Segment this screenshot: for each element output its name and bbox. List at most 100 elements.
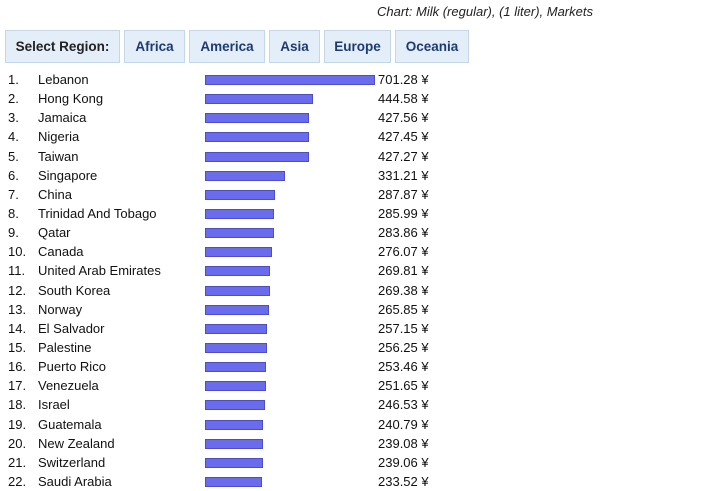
rank-label: 4.: [8, 129, 19, 145]
country-label: Saudi Arabia: [38, 473, 112, 489]
value-label: 239.08 ¥: [378, 435, 429, 451]
table-row: 11. United Arab Emirates 269.81 ¥: [0, 261, 720, 280]
country-label: Norway: [38, 301, 83, 317]
rank-label: 8.: [8, 205, 19, 221]
value-bar: [205, 381, 266, 392]
value-label: 240.79 ¥: [378, 416, 429, 432]
value-label: 283.86 ¥: [378, 225, 429, 241]
table-row: 10. Canada 276.07 ¥: [0, 242, 720, 261]
region-button-america[interactable]: America: [189, 30, 265, 63]
value-label: 265.85 ¥: [378, 301, 429, 317]
value-bar: [205, 323, 267, 334]
value-label: 285.99 ¥: [378, 205, 429, 221]
region-button-oceania[interactable]: Oceania: [395, 30, 469, 63]
country-label: Nigeria: [38, 129, 80, 145]
country-label: Switzerland: [38, 454, 106, 470]
value-label: 444.58 ¥: [378, 91, 429, 107]
table-row: 6. Singapore 331.21 ¥: [0, 166, 720, 185]
table-row: 5. Taiwan 427.27 ¥: [0, 147, 720, 166]
rank-label: 9.: [8, 225, 19, 241]
region-button-europe[interactable]: Europe: [324, 30, 391, 63]
value-bar: [205, 266, 270, 277]
table-row: 2. Hong Kong 444.58 ¥: [0, 89, 720, 108]
value-label: 233.52 ¥: [378, 473, 429, 489]
rank-label: 6.: [8, 167, 19, 183]
country-label: Puerto Rico: [38, 359, 106, 375]
table-row: 16. Puerto Rico 253.46 ¥: [0, 357, 720, 376]
rank-label: 5.: [8, 148, 19, 164]
country-label: Qatar: [38, 225, 71, 241]
country-label: El Salvador: [38, 320, 105, 336]
value-label: 287.87 ¥: [378, 186, 429, 202]
rank-label: 10.: [8, 244, 27, 260]
country-label: South Korea: [38, 282, 111, 298]
value-label: 251.65 ¥: [378, 378, 429, 394]
country-label: Taiwan: [38, 148, 79, 164]
value-bar: [205, 132, 309, 143]
value-bar: [205, 304, 269, 315]
value-bar: [205, 94, 313, 105]
country-label: Canada: [38, 244, 84, 260]
value-label: 256.25 ¥: [378, 339, 429, 355]
region-button-africa[interactable]: Africa: [124, 30, 185, 63]
country-label: Jamaica: [38, 110, 87, 126]
value-bar: [205, 75, 375, 85]
region-selector-label: Select Region:: [5, 30, 120, 63]
rank-label: 20.: [8, 435, 27, 451]
table-row: 4. Nigeria 427.45 ¥: [0, 127, 720, 146]
country-label: China: [38, 186, 72, 202]
value-label: 269.81 ¥: [378, 263, 429, 279]
value-bar: [205, 208, 274, 219]
value-bar: [205, 457, 263, 468]
rank-label: 18.: [8, 397, 27, 413]
value-bar: [205, 285, 270, 296]
table-row: 21. Switzerland 239.06 ¥: [0, 453, 720, 472]
table-row: 14. El Salvador 257.15 ¥: [0, 319, 720, 338]
region-button-asia[interactable]: Asia: [269, 30, 320, 63]
value-label: 427.45 ¥: [378, 129, 429, 145]
rank-label: 17.: [8, 378, 27, 394]
country-label: Lebanon: [38, 72, 89, 87]
country-label: Venezuela: [38, 378, 99, 394]
country-label: Singapore: [38, 167, 98, 183]
value-bar: [205, 476, 262, 487]
value-label: 269.38 ¥: [378, 282, 429, 298]
rank-label: 19.: [8, 416, 27, 432]
value-label: 246.53 ¥: [378, 397, 429, 413]
table-row: 18. Israel 246.53 ¥: [0, 395, 720, 414]
rank-label: 15.: [8, 339, 27, 355]
value-bar: [205, 170, 285, 181]
table-row: 22. Saudi Arabia 233.52 ¥: [0, 472, 720, 491]
table-row: 17. Venezuela 251.65 ¥: [0, 376, 720, 395]
value-bar: [205, 419, 263, 430]
value-bar: [205, 362, 266, 373]
country-label: United Arab Emirates: [38, 263, 161, 279]
table-row: 1. Lebanon 701.28 ¥: [0, 70, 720, 89]
value-label: 427.27 ¥: [378, 148, 429, 164]
rank-label: 12.: [8, 282, 27, 298]
ranking-list: 1. Lebanon 701.28 ¥ 2. Hong Kong 444.58 ¥ 3. Ja…: [0, 70, 720, 491]
rank-label: 3.: [8, 110, 19, 126]
value-label: 276.07 ¥: [378, 244, 429, 260]
value-label: 331.21 ¥: [378, 167, 429, 183]
value-label: 701.28 ¥: [378, 72, 429, 87]
value-label: 257.15 ¥: [378, 320, 429, 336]
table-row: 15. Palestine 256.25 ¥: [0, 338, 720, 357]
value-bar: [205, 189, 275, 200]
rank-label: 16.: [8, 359, 27, 375]
table-row: 13. Norway 265.85 ¥: [0, 300, 720, 319]
rank-label: 11.: [8, 263, 26, 279]
country-label: Palestine: [38, 339, 92, 355]
value-label: 427.56 ¥: [378, 110, 429, 126]
value-bar: [205, 113, 309, 124]
rank-label: 22.: [8, 473, 27, 489]
country-label: Guatemala: [38, 416, 102, 432]
table-row: 7. China 287.87 ¥: [0, 185, 720, 204]
rank-label: 2.: [8, 91, 19, 107]
country-label: Trinidad And Tobago: [38, 205, 157, 221]
country-label: Hong Kong: [38, 91, 104, 107]
rank-label: 1.: [8, 72, 19, 87]
country-label: New Zealand: [38, 435, 115, 451]
country-label: Israel: [38, 397, 70, 413]
table-row: 9. Qatar 283.86 ¥: [0, 223, 720, 242]
